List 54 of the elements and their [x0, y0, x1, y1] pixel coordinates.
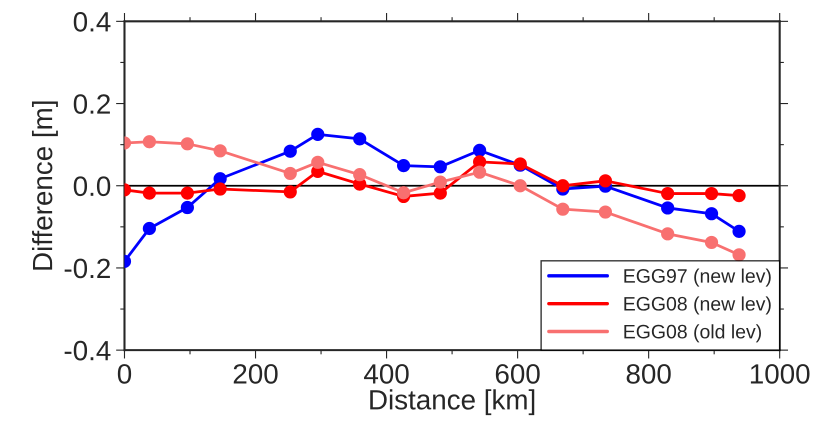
point: [353, 132, 366, 146]
point: [556, 202, 570, 216]
x-axis-title: Distance [km]: [370, 389, 534, 416]
point: [284, 144, 297, 158]
point: [284, 185, 297, 199]
x-tick-label: 800: [626, 364, 671, 384]
point: [473, 166, 486, 179]
point: [661, 201, 674, 215]
x-tick-label: 1000: [750, 364, 810, 384]
legend-label: EGG08 (new lev): [624, 296, 771, 315]
point: [598, 205, 612, 219]
point: [311, 128, 324, 141]
y-tick-label: 0.2: [74, 94, 110, 114]
point: [732, 224, 746, 238]
y-tick-label: -0.4: [64, 340, 110, 360]
y-tick-label: 0.0: [74, 176, 110, 196]
point: [284, 166, 297, 180]
y-tick-label: -0.2: [64, 258, 110, 278]
point: [704, 207, 718, 220]
point: [434, 160, 447, 174]
point: [732, 189, 746, 202]
point: [142, 135, 156, 148]
point: [434, 175, 447, 189]
point: [661, 186, 674, 200]
point: [214, 172, 227, 186]
point: [473, 155, 486, 169]
point: [353, 168, 366, 182]
y-axis-title: Difference [m]: [32, 102, 58, 270]
x-tick-label: 200: [234, 364, 278, 384]
point: [661, 227, 674, 240]
x-tick-label: 400: [364, 364, 409, 384]
point: [180, 137, 194, 150]
point: [311, 156, 324, 169]
point: [434, 186, 447, 200]
point: [180, 200, 194, 214]
point: [556, 179, 570, 192]
point: [214, 144, 227, 158]
point: [514, 179, 527, 192]
point: [142, 186, 156, 200]
point: [732, 248, 746, 262]
x-tick-label: 600: [496, 364, 540, 384]
point: [397, 159, 410, 172]
point: [397, 186, 410, 200]
point: [598, 174, 612, 188]
point: [180, 186, 194, 200]
x-tick-label: 0: [118, 364, 132, 384]
legend-label: EGG97 (new lev): [624, 268, 771, 287]
point: [142, 222, 156, 236]
y-tick-label: 0.4: [74, 12, 110, 32]
point: [704, 236, 718, 250]
legend-label: EGG08 (old lev): [624, 324, 761, 342]
point: [214, 182, 227, 196]
point: [704, 186, 718, 200]
point: [473, 144, 486, 157]
